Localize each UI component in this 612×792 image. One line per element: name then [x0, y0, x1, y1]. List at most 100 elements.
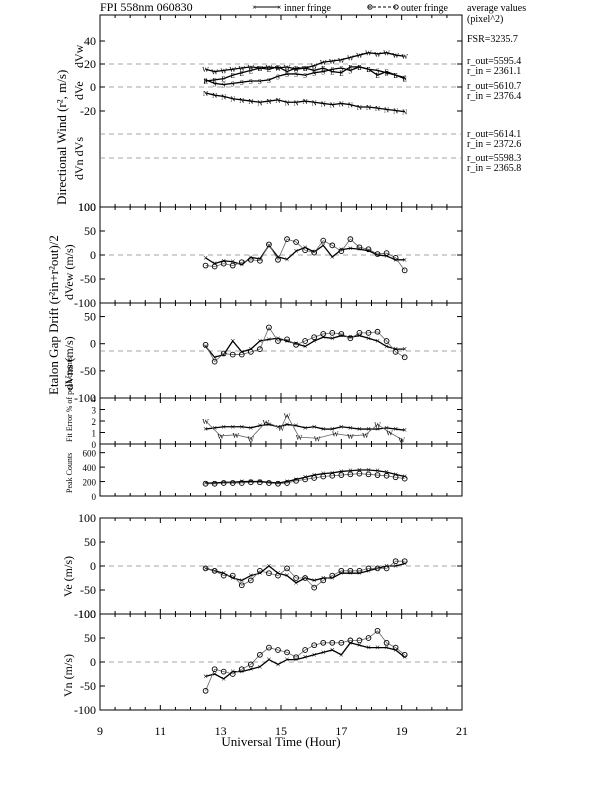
data-point: S: [276, 73, 280, 81]
data-point: ×: [357, 424, 362, 434]
data-point: [275, 647, 281, 653]
x-axis-label: Universal Time (Hour): [221, 734, 340, 749]
data-point: E: [249, 67, 253, 75]
data-point: W: [374, 51, 381, 59]
data-point: ×: [294, 474, 299, 484]
data-point: ×: [230, 336, 235, 346]
data-point: ×: [384, 643, 389, 653]
data-point: ×: [303, 652, 308, 662]
data-point: [392, 558, 399, 565]
data-point: S: [321, 69, 325, 77]
data-point: W: [217, 433, 224, 441]
data-point: W: [401, 53, 408, 61]
data-point: [238, 259, 245, 266]
data-point: N: [348, 102, 353, 110]
data-point: ×: [303, 423, 308, 433]
data-point: [401, 354, 408, 361]
data-point: [383, 250, 390, 256]
y-tick-label: 100: [78, 200, 96, 214]
data-point: ×: [230, 477, 235, 487]
data-point: [247, 349, 254, 355]
data-point: ×: [203, 341, 208, 351]
data-point: S: [339, 65, 343, 73]
data-point: W: [275, 65, 282, 73]
data-point: ×: [221, 422, 226, 432]
data-point: E: [222, 76, 226, 84]
data-point: W: [238, 65, 245, 73]
x-tick-label: 13: [215, 724, 227, 738]
data-point: S: [348, 67, 352, 75]
legend-inner-label: inner fringe: [284, 3, 331, 14]
data-point: ×: [366, 333, 371, 343]
data-point: ×: [266, 240, 271, 250]
data-point: [238, 480, 245, 486]
data-point: [211, 480, 218, 487]
data-point: ×: [230, 422, 235, 432]
data-point: ×: [275, 252, 280, 262]
data-point: ×: [266, 419, 271, 429]
data-point: W: [365, 50, 372, 58]
data-point: ×: [239, 477, 244, 487]
data-point: ×: [375, 643, 380, 653]
data-point: ×: [321, 424, 326, 434]
data-point: [347, 567, 354, 574]
data-point: ×: [294, 421, 299, 431]
data-point: W: [386, 430, 393, 438]
data-point: E: [375, 72, 379, 80]
data-point: W: [329, 58, 336, 66]
y-tick-label: -50: [80, 272, 96, 286]
data-point: ×: [221, 477, 226, 487]
data-point: [347, 236, 354, 243]
data-point: ×: [284, 254, 289, 264]
trace-label-dvs: dVn dVs: [72, 137, 86, 180]
data-point: ×: [402, 425, 407, 435]
data-point: W: [229, 66, 236, 74]
data-point: S: [222, 82, 226, 90]
data-point: ×: [275, 478, 280, 488]
data-point: [365, 635, 372, 641]
data-point: N: [330, 102, 335, 110]
data-point: ×: [366, 465, 371, 475]
data-point: N: [402, 109, 407, 117]
data-point: [293, 654, 299, 661]
data-point: S: [403, 74, 407, 82]
data-point: [401, 475, 408, 482]
data-point: W: [347, 54, 354, 62]
data-point: ×: [294, 578, 299, 588]
ylabel-etalon-drift: Etalon Gap Drift (r²in+r²out)/2: [46, 235, 61, 395]
data-point: S: [330, 66, 334, 74]
data-point: [320, 331, 327, 337]
data-point: [202, 687, 209, 694]
data-point: N: [366, 104, 371, 112]
data-point: ×: [366, 424, 371, 434]
ylabel-ve: Ve (m/s): [61, 556, 75, 597]
y-tick-label: 40: [84, 34, 96, 48]
data-point: [293, 239, 299, 245]
y-tick-label: 0: [92, 492, 97, 502]
data-point: ×: [321, 469, 326, 479]
data-point: S: [249, 78, 253, 86]
data-point: E: [212, 77, 216, 85]
trace-label-dvw: dVw: [72, 44, 86, 68]
data-point: S: [312, 70, 316, 78]
data-point: [401, 651, 408, 658]
x-tick-label: 21: [456, 724, 468, 738]
data-point: [211, 263, 218, 270]
data-point: W: [332, 431, 339, 439]
data-point: ×: [330, 252, 335, 262]
data-point: W: [232, 432, 239, 440]
data-point: ×: [239, 575, 244, 585]
data-point: [320, 237, 327, 244]
data-point: [392, 349, 399, 355]
data-point: [284, 236, 290, 243]
data-point: [320, 577, 327, 584]
data-point: [374, 627, 381, 634]
data-point: N: [357, 104, 362, 112]
data-point: S: [267, 77, 271, 85]
data-point: N: [257, 99, 262, 107]
